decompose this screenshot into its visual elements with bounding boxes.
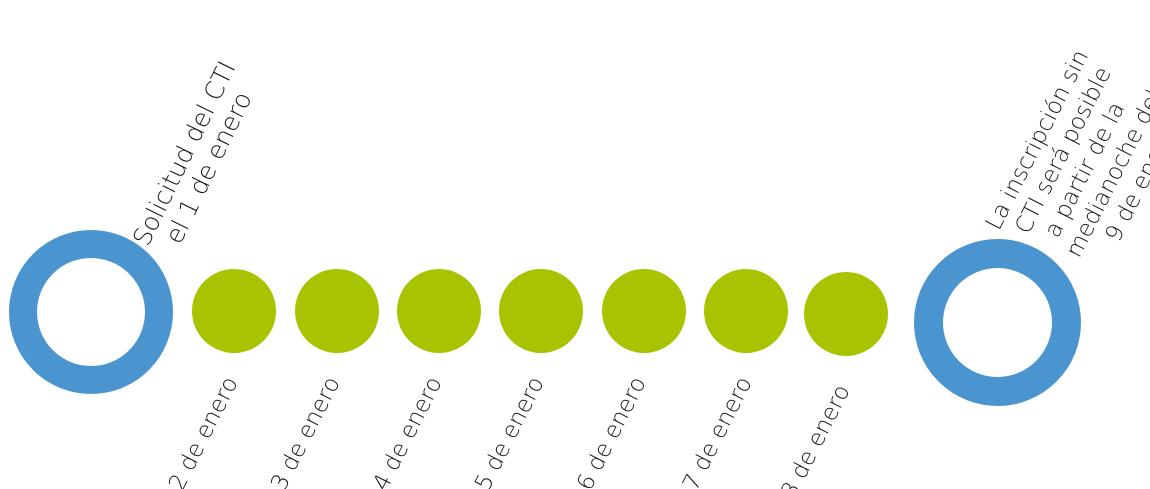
day-label: 7 de enero: [678, 372, 758, 489]
day-label-text: 5 de enero: [470, 372, 550, 489]
day-label-text: 4 de enero: [368, 372, 448, 489]
day-dot: [602, 269, 686, 353]
day-dot: [295, 269, 379, 353]
day-label: 2 de enero: [164, 372, 244, 489]
day-label-text: 6 de enero: [572, 372, 652, 489]
start-ring: [9, 230, 173, 394]
day-label: 8 de enero: [776, 380, 856, 489]
day-label: 3 de enero: [266, 372, 346, 489]
day-label-text: 2 de enero: [164, 372, 244, 489]
day-label: 4 de enero: [368, 372, 448, 489]
day-dot: [804, 272, 888, 356]
day-dot: [704, 269, 788, 353]
day-label: 6 de enero: [572, 372, 652, 489]
day-dot: [397, 269, 481, 353]
day-dot: [192, 269, 276, 353]
day-label-text: 3 de enero: [266, 372, 346, 489]
day-label-text: 8 de enero: [776, 380, 856, 489]
day-dot: [499, 269, 583, 353]
day-label-text: 7 de enero: [678, 372, 758, 489]
start-label: Solicitud del CTI el 1 de enero: [127, 56, 267, 263]
day-label: 5 de enero: [470, 372, 550, 489]
end-ring: [914, 239, 1081, 406]
